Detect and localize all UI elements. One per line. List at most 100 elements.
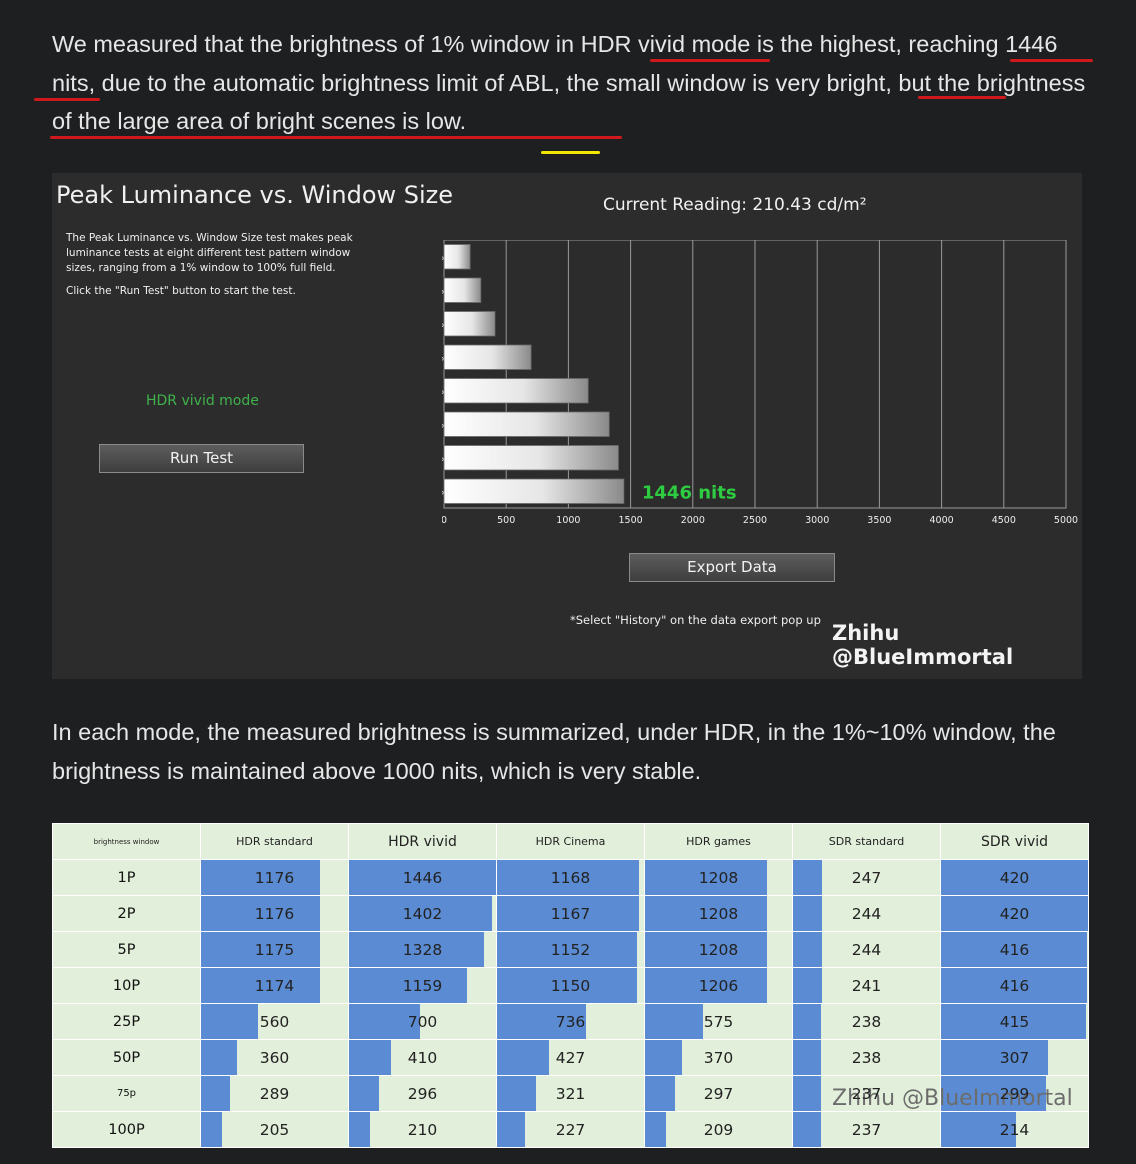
data-bar bbox=[645, 1076, 676, 1111]
cell-value: 420 bbox=[999, 868, 1030, 887]
table-cell: 1208 bbox=[644, 895, 793, 932]
data-bar bbox=[793, 1076, 822, 1111]
table-cell: 1208 bbox=[644, 859, 793, 896]
data-bar bbox=[941, 1004, 1087, 1039]
data-bar bbox=[497, 1076, 536, 1111]
cell-value: 416 bbox=[999, 940, 1030, 959]
cell-value: 227 bbox=[555, 1120, 586, 1139]
data-bar bbox=[941, 1040, 1049, 1075]
data-bar bbox=[443, 411, 610, 437]
data-bar bbox=[793, 1040, 822, 1075]
data-bar bbox=[349, 968, 467, 1003]
current-reading: Current Reading: 210.43 cd/m² bbox=[603, 195, 867, 215]
table-cell: 299 bbox=[940, 1075, 1089, 1112]
table-cell: 1208 bbox=[644, 931, 793, 968]
data-bar bbox=[201, 1004, 258, 1039]
data-bar bbox=[793, 968, 822, 1003]
table-row: 100P 205 210 227 209 237 214 bbox=[52, 1111, 1089, 1148]
export-note: *Select "History" on the data export pop… bbox=[570, 613, 821, 627]
header-sdr-standard: SDR standard bbox=[792, 823, 941, 860]
row-label: 75p bbox=[52, 1075, 201, 1112]
data-bar bbox=[201, 1076, 231, 1111]
underline-mark bbox=[50, 136, 622, 139]
x-tick-label: 4000 bbox=[930, 515, 954, 526]
table-cell: 370 bbox=[644, 1039, 793, 1076]
table-cell: 1206 bbox=[644, 967, 793, 1004]
cell-value: 1208 bbox=[698, 940, 739, 959]
data-bar bbox=[793, 860, 823, 895]
run-test-button[interactable]: Run Test bbox=[99, 444, 304, 473]
table-cell: 237 bbox=[792, 1111, 941, 1148]
table-cell: 420 bbox=[940, 895, 1089, 932]
cell-value: 307 bbox=[999, 1048, 1030, 1067]
cell-value: 289 bbox=[259, 1084, 290, 1103]
table-header-row: brightness window HDR standard HDR vivid… bbox=[52, 823, 1089, 860]
data-bar bbox=[443, 244, 471, 270]
data-bar bbox=[497, 932, 637, 967]
data-bar bbox=[645, 1004, 704, 1039]
table-cell: 209 bbox=[644, 1111, 793, 1148]
table-cell: 1167 bbox=[496, 895, 645, 932]
table-row: 50P 360 410 427 370 238 307 bbox=[52, 1039, 1089, 1076]
data-bar bbox=[349, 1004, 421, 1039]
table-cell: 416 bbox=[940, 931, 1089, 968]
table-cell: 560 bbox=[200, 1003, 349, 1040]
category-label: 100 - Window 50% bbox=[442, 320, 444, 330]
cell-value: 1150 bbox=[550, 976, 591, 995]
table-cell: 297 bbox=[644, 1075, 793, 1112]
table-cell: 1446 bbox=[348, 859, 497, 896]
table-cell: 296 bbox=[348, 1075, 497, 1112]
table-cell: 1328 bbox=[348, 931, 497, 968]
cell-value: 370 bbox=[703, 1048, 734, 1067]
cell-value: 736 bbox=[555, 1012, 586, 1031]
table-cell: 416 bbox=[940, 967, 1089, 1004]
cell-value: 210 bbox=[407, 1120, 438, 1139]
data-bar bbox=[497, 1004, 587, 1039]
category-label: 100 - Full 100% bbox=[442, 253, 444, 263]
export-data-button[interactable]: Export Data bbox=[629, 553, 835, 582]
data-bar bbox=[645, 896, 768, 931]
cell-value: 1152 bbox=[550, 940, 591, 959]
data-bar bbox=[443, 344, 532, 370]
x-tick-label: 3000 bbox=[805, 515, 829, 526]
x-tick-label: 0 bbox=[442, 515, 447, 526]
category-label: 100 - Window 25% bbox=[442, 353, 444, 363]
header-hdr-cinema: HDR Cinema bbox=[496, 823, 645, 860]
data-bar bbox=[349, 860, 496, 895]
table-cell: 1174 bbox=[200, 967, 349, 1004]
table-cell: 420 bbox=[940, 859, 1089, 896]
table-cell: 210 bbox=[348, 1111, 497, 1148]
cell-value: 1328 bbox=[402, 940, 443, 959]
table-cell: 360 bbox=[200, 1039, 349, 1076]
cell-value: 575 bbox=[703, 1012, 734, 1031]
data-bar bbox=[349, 1040, 391, 1075]
cell-value: 560 bbox=[259, 1012, 290, 1031]
category-label: 100 - Window 5% bbox=[442, 420, 444, 430]
data-bar bbox=[349, 932, 484, 967]
data-bar bbox=[349, 1112, 371, 1147]
table-cell: 700 bbox=[348, 1003, 497, 1040]
cell-value: 1208 bbox=[698, 904, 739, 923]
data-bar bbox=[793, 896, 822, 931]
cell-value: 241 bbox=[851, 976, 882, 995]
data-bar bbox=[941, 1076, 1046, 1111]
data-bar bbox=[793, 932, 822, 967]
table-row: 75p 289 296 321 297 237 299 bbox=[52, 1075, 1089, 1112]
table-cell: 1168 bbox=[496, 859, 645, 896]
cell-value: 1159 bbox=[402, 976, 443, 995]
data-bar bbox=[201, 932, 321, 967]
cell-value: 700 bbox=[407, 1012, 438, 1031]
data-bar bbox=[645, 968, 768, 1003]
underline-mark bbox=[650, 59, 770, 62]
table-cell: 244 bbox=[792, 895, 941, 932]
table-cell: 238 bbox=[792, 1003, 941, 1040]
row-label: 1P bbox=[52, 859, 201, 896]
table-cell: 244 bbox=[792, 931, 941, 968]
watermark: Zhihu @BlueImmortal bbox=[832, 1086, 1073, 1111]
panel-description: The Peak Luminance vs. Window Size test … bbox=[66, 231, 356, 307]
table-cell: 247 bbox=[792, 859, 941, 896]
row-label: 2P bbox=[52, 895, 201, 932]
table-cell: 205 bbox=[200, 1111, 349, 1148]
table-cell: 241 bbox=[792, 967, 941, 1004]
data-bar bbox=[443, 277, 482, 303]
